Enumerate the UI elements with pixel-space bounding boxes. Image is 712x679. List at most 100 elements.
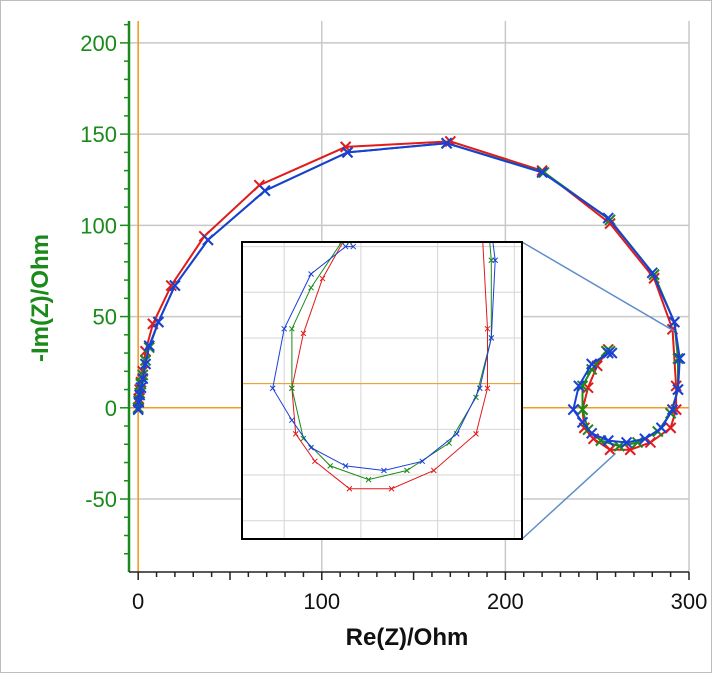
data-point-marker bbox=[135, 382, 147, 394]
data-point-marker bbox=[137, 372, 149, 385]
data-point-marker bbox=[644, 436, 657, 449]
x-tick-label: 100 bbox=[303, 589, 340, 614]
data-point-marker bbox=[664, 422, 677, 434]
data-point-marker bbox=[341, 146, 354, 159]
inset-data-point-marker bbox=[300, 435, 307, 442]
data-point-marker bbox=[655, 422, 668, 434]
data-point-marker bbox=[668, 316, 681, 328]
series-group bbox=[132, 137, 686, 449]
inset-data-point-marker bbox=[292, 431, 299, 437]
inset-data-point-marker bbox=[481, 166, 486, 171]
inset-data-point-marker bbox=[308, 271, 314, 277]
inset-series-line bbox=[291, 242, 488, 490]
data-point-marker bbox=[639, 433, 651, 445]
data-point-marker bbox=[152, 316, 165, 328]
y-tick-label: 200 bbox=[80, 31, 117, 56]
inset-data-point-marker bbox=[342, 243, 349, 250]
inset-data-point-marker bbox=[430, 467, 437, 474]
inset-data-point-marker bbox=[453, 431, 460, 437]
data-point-marker bbox=[202, 234, 214, 246]
inset-data-point-marker bbox=[439, 48, 444, 53]
inset-data-point-marker bbox=[342, 463, 349, 469]
zoom-connector-lines bbox=[521, 241, 675, 540]
inset-data-point-marker bbox=[435, 43, 440, 48]
data-point-marker bbox=[674, 352, 686, 365]
inset-data-point-marker bbox=[308, 284, 314, 291]
inset-data-point-marker bbox=[281, 325, 288, 332]
data-point-marker bbox=[576, 380, 589, 392]
inset-data-point-marker bbox=[300, 330, 307, 337]
x-tick-label: 0 bbox=[132, 589, 144, 614]
data-point-marker bbox=[165, 279, 177, 292]
inset-data-point-marker bbox=[343, 235, 348, 240]
x-axis-label: Re(Z)/Ohm bbox=[346, 624, 469, 651]
data-point-marker bbox=[143, 340, 155, 352]
data-point-marker bbox=[666, 403, 679, 416]
y-axis-label: -Im(Z)/Ohm bbox=[27, 234, 54, 362]
inset-series-line bbox=[291, 242, 492, 481]
data-point-marker bbox=[585, 427, 598, 440]
zoom-connector-top bbox=[521, 241, 675, 332]
inset-data-point-marker bbox=[350, 243, 357, 250]
inset-data-point-marker bbox=[488, 335, 495, 341]
data-point-marker bbox=[602, 212, 614, 224]
inset-series-group bbox=[289, 48, 495, 483]
inset-data-point-marker bbox=[484, 385, 491, 392]
series-layer bbox=[132, 135, 686, 456]
inset-data-point-marker bbox=[269, 385, 276, 392]
data-point-marker bbox=[576, 403, 589, 416]
inset-data-point-marker bbox=[492, 257, 499, 264]
data-point-marker bbox=[672, 383, 684, 396]
inset-series-group bbox=[289, 57, 491, 492]
x-tick-label: 200 bbox=[487, 589, 524, 614]
inset-series-group bbox=[269, 43, 499, 474]
inset-data-point-marker bbox=[388, 485, 395, 492]
data-point-marker bbox=[576, 416, 589, 429]
axes: -50 0 50 100 150 200 0 100 200 300 bbox=[80, 21, 707, 614]
inset-data-point-marker bbox=[289, 325, 295, 332]
inset-data-point-marker bbox=[319, 275, 326, 282]
y-tick-label: 150 bbox=[80, 122, 117, 147]
zoom-connector-bottom bbox=[521, 452, 617, 540]
inset-data-point-marker bbox=[404, 467, 410, 474]
data-point-marker bbox=[536, 166, 548, 179]
data-point-marker bbox=[259, 184, 271, 197]
data-point-marker bbox=[139, 358, 152, 370]
inset-data-point-marker bbox=[484, 325, 491, 332]
inset-data-point-marker bbox=[289, 417, 295, 424]
x-tick-label: 300 bbox=[671, 589, 708, 614]
data-point-marker bbox=[604, 444, 616, 456]
data-point-marker bbox=[602, 347, 614, 359]
inset-data-point-marker bbox=[419, 458, 426, 465]
data-point-marker bbox=[672, 352, 684, 365]
data-point-marker bbox=[602, 434, 614, 447]
inset-plot bbox=[242, 43, 522, 539]
inset-data-point-marker bbox=[312, 458, 318, 465]
data-point-marker bbox=[440, 137, 453, 149]
data-point-marker bbox=[169, 279, 181, 292]
inset-data-point-marker bbox=[338, 242, 345, 245]
inset-data-point-marker bbox=[346, 242, 353, 245]
data-point-marker bbox=[585, 358, 598, 370]
inset-data-point-marker bbox=[308, 444, 314, 451]
y-tick-label: 50 bbox=[93, 305, 117, 330]
inset-border bbox=[241, 241, 523, 540]
y-tick-label: -50 bbox=[85, 487, 117, 512]
inset-data-point-marker bbox=[327, 463, 334, 469]
inset-data-point-marker bbox=[439, 57, 444, 62]
data-point-marker bbox=[606, 347, 618, 359]
inset-data-point-marker bbox=[476, 385, 483, 392]
inset-data-point-marker bbox=[365, 476, 372, 483]
inset-data-point-marker bbox=[346, 485, 353, 492]
data-point-marker bbox=[567, 403, 580, 416]
y-tick-label: 0 bbox=[105, 396, 117, 421]
inset-data-point-marker bbox=[289, 385, 295, 392]
inset-data-point-marker bbox=[381, 467, 387, 474]
inset-zoom-panel bbox=[241, 43, 523, 540]
inset-data-point-marker bbox=[477, 185, 482, 190]
data-point-marker bbox=[620, 436, 633, 449]
inset-data-point-marker bbox=[481, 166, 486, 171]
y-tick-label: 100 bbox=[80, 213, 117, 238]
